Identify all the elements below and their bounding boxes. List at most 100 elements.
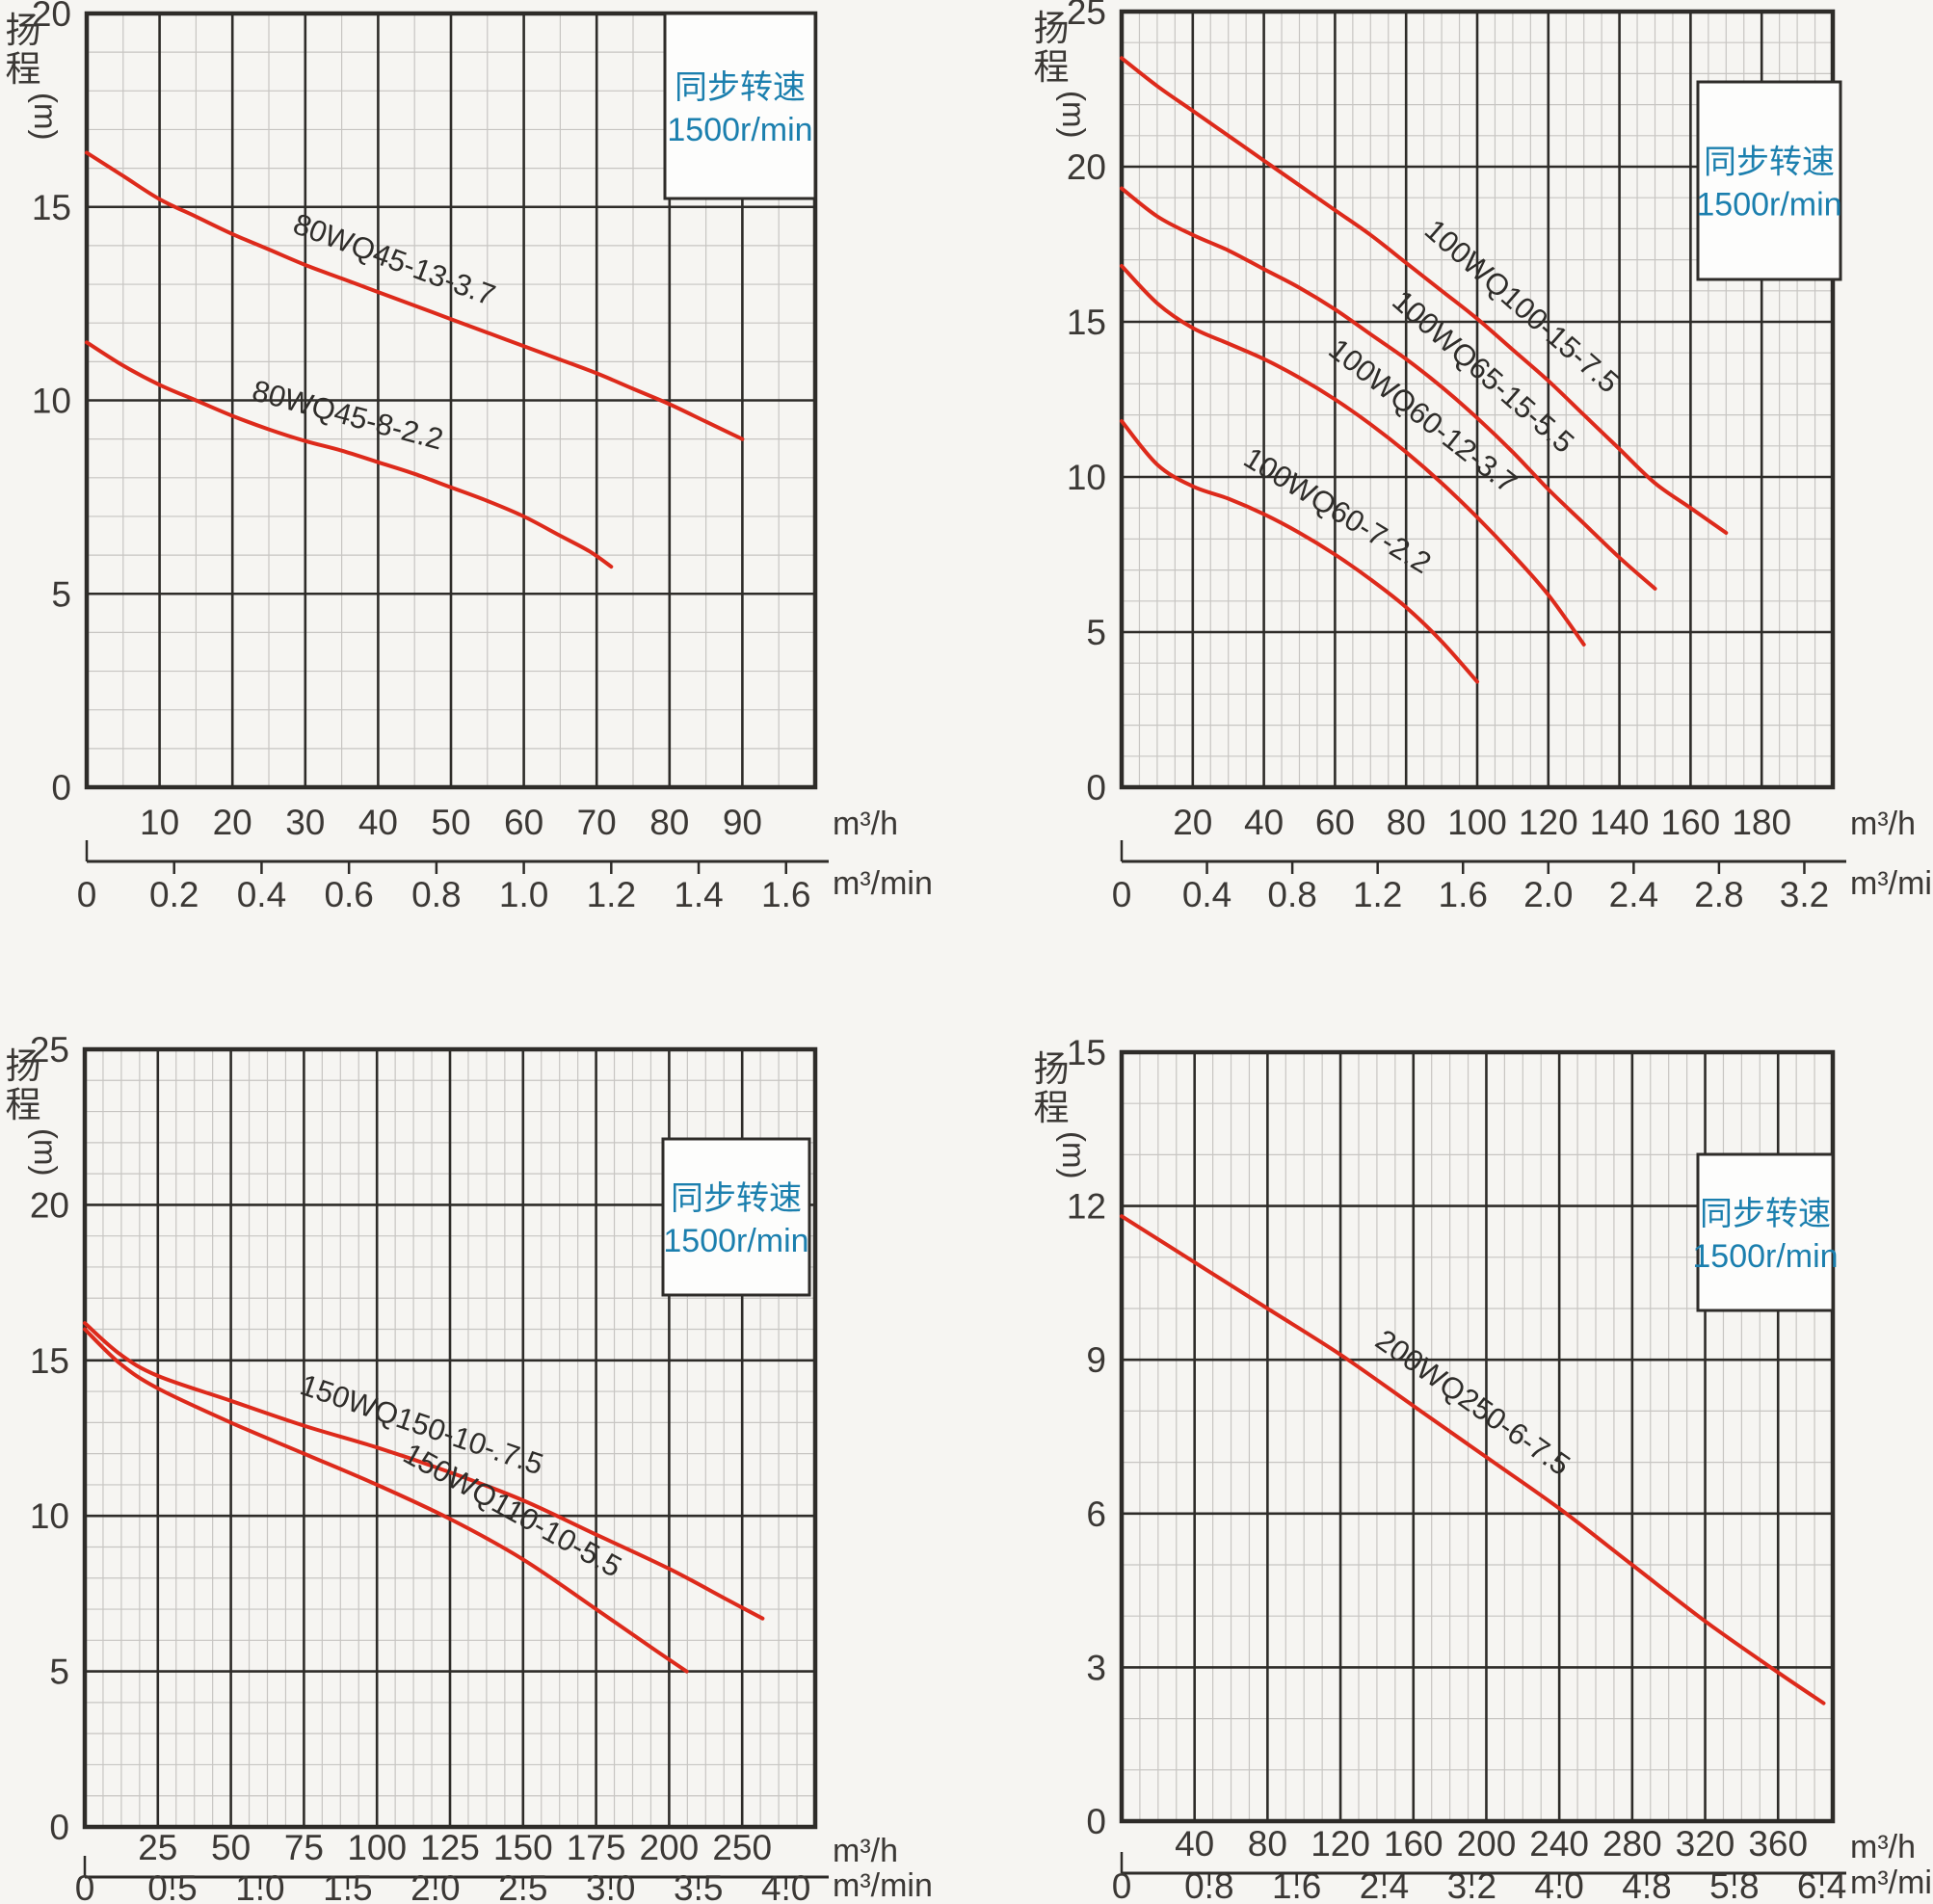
x-tick-label: 70	[577, 803, 617, 842]
x-tick-label: 125	[420, 1828, 480, 1867]
plot-border	[1119, 9, 1836, 790]
y-tick-label: 5	[51, 574, 71, 614]
y-tick-label: 3	[1086, 1648, 1106, 1687]
min-scale-label: 1.0	[235, 1868, 284, 1904]
legend-box	[1696, 80, 1842, 281]
legend-speed-label: 同步转速	[671, 1180, 802, 1217]
y-tick-label: 20	[32, 0, 71, 34]
y-axis-title-char: 扬	[1034, 1049, 1070, 1089]
min-scale-label: 0.2	[149, 875, 199, 914]
pump-curve	[83, 1321, 765, 1621]
y-tick-label: 20	[1067, 147, 1106, 187]
y-tick-label: 25	[1067, 0, 1106, 32]
chart-200wq: 200WQ250-6-7.5 同步转速 1500r/min 0 3 6 9 12 15 40 80 1…	[966, 952, 1933, 1904]
unit-m3min-label: m³/min	[1850, 865, 1933, 902]
x-tick-label: 80	[1387, 803, 1426, 842]
min-scale-label: 0	[77, 875, 97, 914]
x-tick-label: 80	[649, 803, 689, 842]
chart-150wq-canvas: 150WQ150-10-.7.5150WQ110-10-5.5同步转速1500r…	[6, 1030, 933, 1904]
y-axis-title-char: 程	[1034, 47, 1070, 87]
pump-curve	[1120, 56, 1729, 535]
chart-100wq-canvas: 100WQ100-15-7.5100WQ65-15-5.5100WQ60-12-…	[1034, 0, 1933, 914]
chart-80wq-canvas: 80WQ45-13-3.780WQ45-8-2.2同步转速1500r/min05…	[6, 0, 933, 914]
min-scale-label: 2.4	[1360, 1866, 1409, 1904]
x-tick-label: 40	[358, 803, 398, 842]
y-tick-label: 20	[30, 1185, 69, 1225]
min-scale-label: 0	[75, 1868, 95, 1904]
min-scale-label: 3.2	[1447, 1866, 1496, 1904]
unit-m3h-label: m³/h	[833, 1833, 898, 1869]
pump-curve	[85, 340, 614, 569]
y-tick-label: 10	[1067, 458, 1106, 497]
min-scale-label: 3.2	[1780, 875, 1829, 914]
legend-speed-value: 1500r/min	[1696, 187, 1841, 224]
curve-label: 100WQ100-15-7.5	[1418, 213, 1626, 400]
legend-speed-value: 1500r/min	[1692, 1238, 1838, 1275]
min-scale-label: 4.8	[1622, 1866, 1671, 1904]
y-tick-label: 12	[1067, 1187, 1106, 1227]
x-tick-label: 360	[1748, 1824, 1808, 1864]
x-tick-label: 20	[1173, 803, 1212, 842]
x-tick-label: 120	[1311, 1824, 1370, 1864]
legend-speed-value: 1500r/min	[663, 1223, 808, 1259]
min-scale-label: 1.6	[761, 875, 810, 914]
min-scale-label: 0.4	[1182, 875, 1231, 914]
x-tick-label: 20	[213, 803, 252, 842]
x-tick-label: 40	[1175, 1824, 1214, 1864]
chart-100wq: 100WQ100-15-7.5 100WQ65-15-5.5 100WQ60-12-…	[966, 0, 1933, 952]
x-tick-label: 200	[1457, 1824, 1517, 1864]
y-axis-title-unit: (m)	[1056, 1131, 1092, 1178]
plot-border	[84, 11, 818, 790]
min-scale-label: 2.0	[410, 1868, 460, 1904]
y-tick-label: 6	[1086, 1494, 1106, 1534]
legend-speed-label: 同步转速	[675, 69, 806, 106]
min-scale-label: 1.4	[674, 875, 723, 914]
pump-curve	[1120, 1214, 1826, 1706]
min-scale-label: 1.2	[587, 875, 636, 914]
chart-80wq: 80WQ45-13-3.7 80WQ45-8-2.2 同步转速 1500r/min 0 5…	[0, 0, 966, 952]
unit-m3min-label: m³/min	[1850, 1864, 1933, 1901]
x-tick-label: 250	[712, 1828, 772, 1867]
min-scale-label: 0.8	[1267, 875, 1316, 914]
x-tick-label: 80	[1248, 1824, 1287, 1864]
min-scale-label: 3.0	[586, 1868, 635, 1904]
legend-speed-label: 同步转速	[1700, 1196, 1831, 1232]
min-scale-label: 4.0	[761, 1868, 810, 1904]
min-scale-label: 1.0	[499, 875, 548, 914]
pump-curve	[1120, 264, 1586, 647]
min-scale-label: 0.6	[324, 875, 373, 914]
unit-m3min-label: m³/min	[833, 865, 933, 902]
x-tick-label: 40	[1244, 803, 1284, 842]
pump-curve	[85, 150, 745, 441]
x-tick-label: 120	[1519, 803, 1578, 842]
pump-curve	[83, 1327, 689, 1674]
min-scale-label: 4.0	[1534, 1866, 1583, 1904]
y-tick-label: 10	[32, 382, 71, 421]
y-tick-label: 25	[30, 1030, 69, 1070]
x-tick-label: 280	[1602, 1824, 1662, 1864]
legend-box	[1696, 1152, 1835, 1312]
pump-curve	[1120, 186, 1657, 591]
unit-m3h-label: m³/h	[1850, 806, 1916, 842]
y-tick-label: 15	[1067, 1033, 1106, 1072]
y-axis-title-unit: (m)	[28, 93, 64, 140]
x-tick-label: 180	[1732, 803, 1791, 842]
y-tick-label: 15	[32, 188, 71, 227]
y-tick-label: 9	[1086, 1340, 1106, 1380]
min-scale-label: 0.5	[147, 1868, 197, 1904]
y-axis-title-char: 扬	[6, 11, 41, 50]
y-tick-label: 0	[51, 768, 71, 807]
min-scale-label: 0	[1112, 875, 1132, 914]
min-scale-label: 2.4	[1609, 875, 1658, 914]
x-tick-label: 60	[504, 803, 543, 842]
y-tick-label: 0	[1086, 1802, 1106, 1841]
min-scale-label: 1.6	[1439, 875, 1488, 914]
y-tick-label: 5	[1086, 613, 1106, 652]
y-axis-title-char: 程	[1034, 1088, 1070, 1127]
y-tick-label: 15	[30, 1341, 69, 1381]
unit-m3min-label: m³/min	[833, 1867, 933, 1904]
y-axis-title-unit: (m)	[28, 1128, 64, 1176]
x-tick-label: 10	[140, 803, 179, 842]
legend-speed-value: 1500r/min	[667, 112, 812, 148]
